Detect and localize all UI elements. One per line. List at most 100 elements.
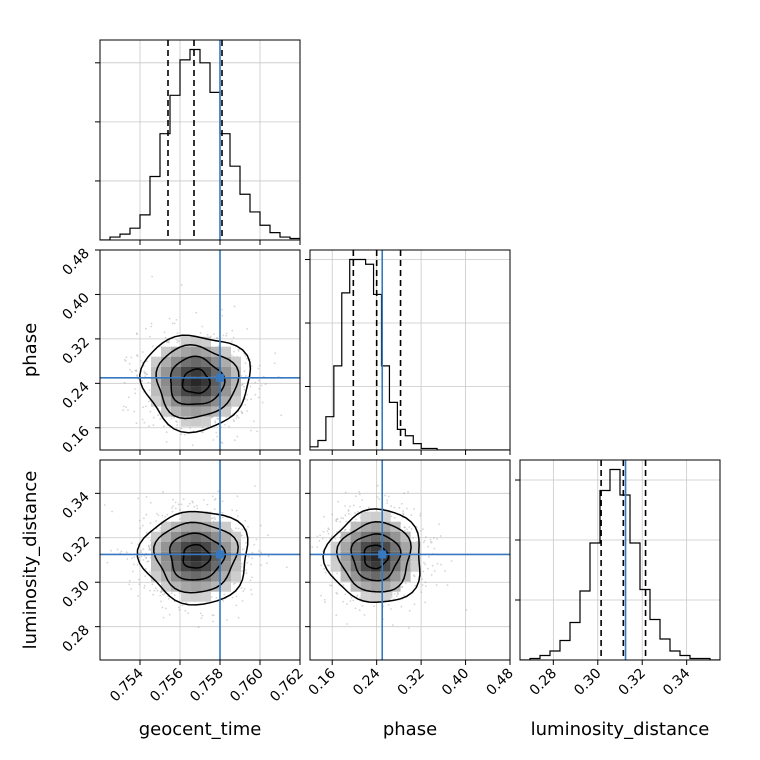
density-cell xyxy=(151,376,161,387)
density-cell xyxy=(390,551,401,562)
sample-point xyxy=(116,548,119,551)
sample-point xyxy=(342,517,344,520)
density-cell xyxy=(330,561,341,572)
sample-point xyxy=(316,535,319,538)
sample-point xyxy=(191,500,194,503)
sample-point xyxy=(415,526,418,528)
sample-point xyxy=(402,512,404,515)
sample-point xyxy=(246,328,249,330)
sample-point xyxy=(232,419,235,421)
sample-point xyxy=(335,519,337,521)
sample-point xyxy=(213,333,215,335)
sample-point xyxy=(238,348,240,351)
sample-point xyxy=(216,337,219,340)
sample-point xyxy=(410,514,413,516)
density-cell xyxy=(360,521,371,532)
sample-point xyxy=(401,585,404,588)
sample-point xyxy=(439,535,442,537)
sample-point xyxy=(151,583,154,586)
y-tick-label: 0.16 xyxy=(59,423,92,456)
sample-point xyxy=(250,588,252,591)
sample-point xyxy=(200,431,203,433)
sample-point xyxy=(335,591,338,594)
sample-point xyxy=(212,439,215,441)
histogram-panel-phase xyxy=(305,249,511,451)
sample-point xyxy=(398,506,401,509)
sample-point xyxy=(201,426,204,429)
density-cell xyxy=(231,396,241,407)
sample-point xyxy=(128,362,131,365)
sample-point xyxy=(254,381,257,384)
sample-point xyxy=(367,506,370,509)
y-tick-label: 0.40 xyxy=(59,290,92,323)
sample-point xyxy=(223,593,226,596)
sample-point xyxy=(233,350,235,353)
sample-point xyxy=(373,605,375,607)
density-cell xyxy=(360,581,371,592)
sample-point xyxy=(384,494,386,497)
sample-point xyxy=(339,521,342,523)
density-cell xyxy=(211,531,221,542)
density-cell xyxy=(201,346,211,357)
sample-point xyxy=(253,420,255,423)
density-cell xyxy=(161,581,171,592)
sample-point xyxy=(225,334,228,337)
density-cell xyxy=(201,511,211,522)
sample-point xyxy=(346,623,348,625)
sample-point xyxy=(212,620,215,623)
sample-point xyxy=(347,509,350,511)
sample-point xyxy=(244,362,247,365)
sample-point xyxy=(244,519,247,522)
density-cell xyxy=(161,376,171,387)
density-cell xyxy=(370,521,381,532)
density-cell xyxy=(181,551,191,562)
density-cell xyxy=(221,541,231,552)
sample-point xyxy=(428,556,430,558)
density-cell xyxy=(181,366,191,377)
x-tick-label: 0.754 xyxy=(107,665,147,705)
density-cell xyxy=(191,591,201,602)
sample-point xyxy=(197,626,200,629)
sample-point xyxy=(241,412,244,415)
sample-point xyxy=(406,528,408,531)
sample-point xyxy=(213,499,216,501)
sample-point xyxy=(402,510,404,512)
density-cell xyxy=(211,356,221,367)
sample-point xyxy=(153,589,156,592)
sample-point xyxy=(391,591,393,594)
sample-point xyxy=(324,571,327,574)
density-cell xyxy=(211,346,221,357)
density-cell xyxy=(161,551,171,562)
density-cell xyxy=(370,551,381,562)
sample-point xyxy=(177,340,180,343)
density-cell xyxy=(151,386,161,397)
density-cell xyxy=(191,511,201,522)
sample-point xyxy=(127,396,130,399)
sample-point xyxy=(165,607,167,610)
density-cell xyxy=(171,541,181,552)
sample-point xyxy=(250,398,252,401)
density-cell xyxy=(221,406,231,417)
sample-point xyxy=(128,583,131,586)
sample-point xyxy=(124,360,127,362)
joint-panel-phase-luminosity_distance xyxy=(309,459,511,661)
sample-point xyxy=(331,535,333,538)
density-cell xyxy=(151,561,161,572)
sample-point xyxy=(176,339,179,342)
sample-point xyxy=(393,593,396,595)
density-cell xyxy=(231,386,241,397)
density-cell xyxy=(191,416,201,427)
density-cell xyxy=(360,511,371,522)
sample-point xyxy=(216,417,219,420)
sample-point xyxy=(179,518,181,520)
density-cell xyxy=(161,406,171,417)
contour-level-0 xyxy=(181,368,211,394)
panel-frame xyxy=(309,249,511,451)
sample-point xyxy=(424,601,427,604)
sample-point xyxy=(352,599,355,602)
density-cell xyxy=(390,531,401,542)
density-cell xyxy=(201,541,211,552)
sample-point xyxy=(359,505,361,508)
density-cell xyxy=(380,561,391,572)
sample-point xyxy=(358,493,361,496)
